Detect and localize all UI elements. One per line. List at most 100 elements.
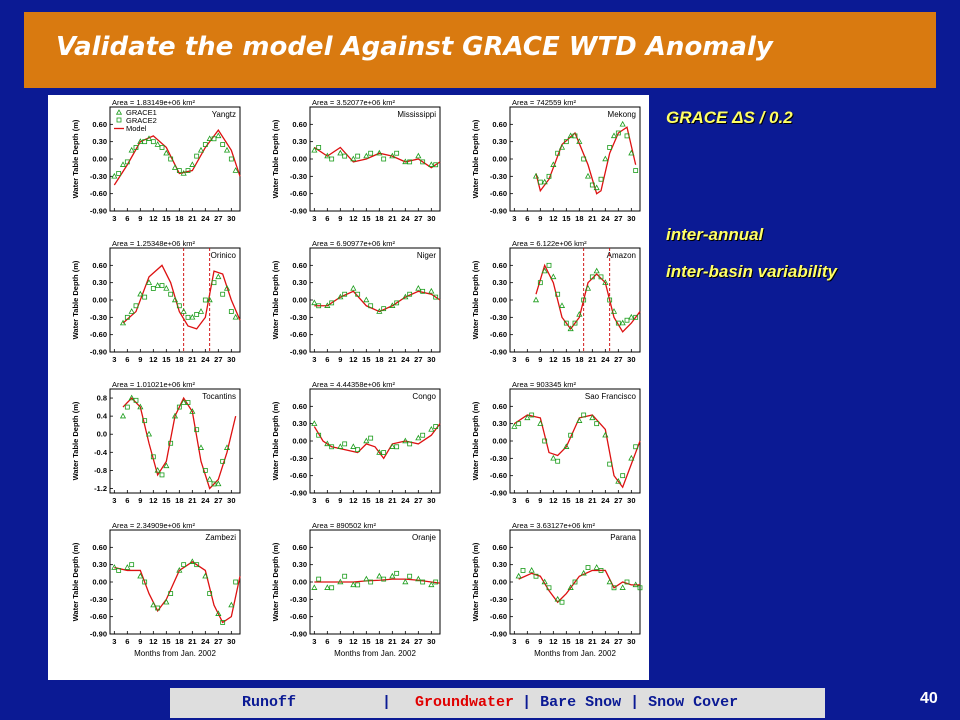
- x-tick-label: 3: [312, 496, 316, 505]
- x-tick-label: 12: [149, 214, 157, 223]
- chart-panel-parana: Area = 3.63127e+06 km² Parana 0.60 0.30 0.00…: [471, 521, 643, 658]
- grace2-point: [329, 444, 335, 450]
- grace2-point: [211, 280, 217, 286]
- grace2-point: [185, 400, 191, 405]
- x-tick-label: 12: [349, 214, 357, 223]
- x-tick-label: 15: [562, 355, 570, 364]
- grace1-point: [223, 146, 231, 153]
- y-tick-label: 0.00: [292, 578, 307, 587]
- grace1-point: [532, 296, 540, 303]
- x-tick-label: 18: [175, 214, 183, 223]
- grace2-point: [633, 444, 639, 450]
- grace2-point: [150, 286, 156, 291]
- x-tick-label: 3: [512, 637, 516, 646]
- x-tick-label: 15: [162, 637, 170, 646]
- y-tick-label: -0.30: [490, 595, 507, 604]
- y-tick-label: 0.00: [292, 437, 307, 446]
- grace1-point: [628, 454, 635, 461]
- x-tick-label: 27: [414, 637, 422, 646]
- grace1-point: [137, 403, 144, 410]
- grace2-point: [563, 139, 569, 145]
- x-tick-label: 18: [175, 496, 183, 505]
- grace2-point: [368, 579, 374, 585]
- y-axis-label: Water Table Depth (m): [271, 119, 280, 198]
- grace1-point: [311, 584, 318, 590]
- grace2-point: [342, 291, 348, 297]
- grace2-point: [194, 153, 200, 159]
- plot-frame: [109, 388, 241, 494]
- grace1-point: [171, 296, 179, 303]
- x-tick-label: 27: [414, 496, 422, 505]
- x-tick-label: 15: [562, 496, 570, 505]
- plot-frame: [109, 247, 241, 353]
- y-axis-label: Water Table Depth (m): [271, 542, 280, 621]
- y-tick-label: -0.90: [490, 489, 507, 498]
- grace2-point: [176, 404, 182, 410]
- x-tick-label: 27: [614, 355, 622, 364]
- grace1-point: [337, 578, 344, 585]
- x-tick-label: 6: [125, 214, 129, 223]
- x-tick-label: 30: [627, 496, 635, 505]
- grace2-point: [598, 176, 604, 182]
- x-tick-label: 12: [149, 496, 157, 505]
- x-tick-label: 27: [214, 214, 222, 223]
- grace1-point: [154, 282, 161, 288]
- nav-snow[interactable]: | Bare Snow | Snow Cover: [522, 694, 739, 711]
- grace1-point: [376, 308, 383, 314]
- x-tick-label: 3: [112, 355, 116, 364]
- x-tick-label: 30: [627, 214, 635, 223]
- grace2-point: [316, 432, 322, 438]
- grace2-point: [581, 412, 587, 418]
- grace2-point: [176, 168, 182, 173]
- grace2-point: [407, 441, 413, 447]
- grace2-point: [194, 312, 200, 317]
- y-tick-label: 0.60: [492, 402, 507, 411]
- grace2-point: [394, 570, 400, 576]
- x-tick-label: 21: [388, 355, 396, 364]
- y-tick-label: 0.0: [97, 430, 107, 439]
- grace2-point: [598, 274, 604, 280]
- grace1-point: [215, 610, 222, 616]
- y-tick-label: 0.60: [492, 261, 507, 270]
- x-tick-label: 6: [125, 496, 129, 505]
- y-tick-label: -0.60: [90, 189, 107, 198]
- y-tick-label: 0.00: [92, 296, 107, 305]
- slide-title: Validate the model Against GRACE WTD Ano…: [56, 32, 773, 62]
- grace1-point: [189, 313, 196, 320]
- title-bar: Validate the model Against GRACE WTD Ano…: [24, 12, 936, 88]
- x-tick-label: 24: [601, 214, 610, 223]
- nav-runoff[interactable]: Runoff: [242, 694, 297, 711]
- x-tick-label: 24: [201, 637, 210, 646]
- basin-label: Niger: [417, 251, 436, 260]
- grace1-point: [567, 132, 574, 139]
- x-tick-label: 18: [575, 214, 583, 223]
- grace2-point: [185, 314, 191, 320]
- x-tick-label: 12: [549, 214, 557, 223]
- nav-separator: |: [382, 694, 392, 711]
- grace2-point: [420, 288, 426, 294]
- x-tick-label: 24: [601, 355, 610, 364]
- y-tick-label: -0.60: [490, 471, 507, 480]
- grace1-point: [154, 466, 161, 473]
- x-tick-label: 3: [312, 637, 316, 646]
- x-tick-label: 9: [138, 214, 142, 223]
- nav-groundwater[interactable]: Groundwater: [415, 694, 515, 711]
- x-tick-label: 30: [427, 637, 435, 646]
- grace2-point: [572, 579, 578, 585]
- grace1-point: [350, 155, 357, 162]
- grace2-point: [228, 309, 234, 314]
- grace1-point: [576, 417, 583, 423]
- grace2-point: [211, 136, 217, 142]
- y-tick-label: -0.90: [490, 348, 507, 357]
- grace1-point: [176, 567, 183, 573]
- area-label: Area = 1.01021e+06 km²: [112, 380, 195, 389]
- grace1-point: [215, 480, 222, 487]
- grace2-point: [142, 579, 148, 585]
- grace1-point: [376, 449, 383, 455]
- y-axis-label: Water Table Depth (m): [471, 260, 480, 339]
- grace1-point: [154, 141, 161, 147]
- y-tick-label: 0.4: [97, 412, 108, 421]
- grace2-point: [355, 153, 361, 159]
- grace2-point: [407, 159, 413, 165]
- y-tick-label: 0.60: [292, 120, 307, 129]
